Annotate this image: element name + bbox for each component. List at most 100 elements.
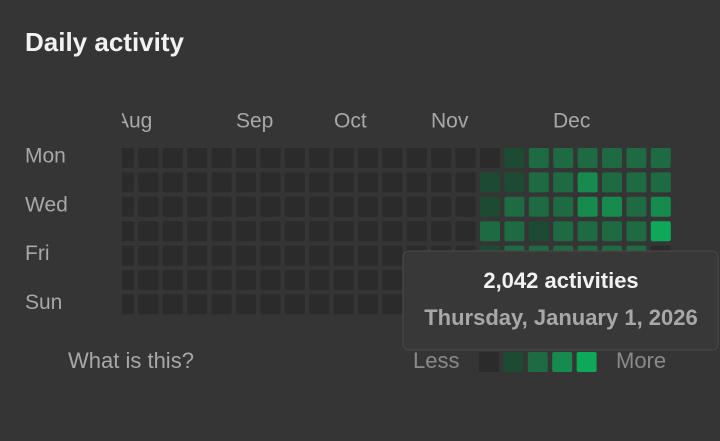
day-cell [309,172,330,193]
day-cell [528,221,549,242]
day-cell [284,196,305,217]
day-cell [528,196,549,217]
day-cell [260,270,281,290]
day-cell [284,270,305,290]
legend-scale [479,352,597,372]
day-cell [455,221,476,242]
day-cell [382,294,403,315]
day-cell [333,172,354,193]
day-cell [333,245,354,266]
day-cell [480,196,500,217]
day-cell [553,196,574,217]
day-cell [358,270,378,290]
day-cell [260,294,281,315]
day-cell [309,294,330,315]
day-cell [382,245,403,266]
weekday-label: Sun [25,291,62,314]
day-cell [650,196,671,217]
day-cell [382,172,403,193]
day-cell [577,148,598,168]
day-cell [309,270,330,290]
day-cell [382,196,403,217]
day-cell [187,172,208,193]
day-cell [626,148,647,168]
day-cell [162,148,183,168]
day-cell [138,148,159,168]
day-cell [284,245,305,266]
day-cell [162,294,183,315]
day-cell [260,221,281,242]
day-cell [187,294,208,315]
tooltip-box [402,250,719,351]
day-cell [333,221,354,242]
day-cell [138,221,159,242]
day-cell [162,270,183,290]
day-cell [309,148,330,168]
tooltip: 2,042 activities Thursday, January 1, 20… [402,250,719,351]
day-cell [333,148,354,168]
day-cell [455,172,476,193]
day-cell [284,172,305,193]
day-cell [528,172,549,193]
day-cell [138,245,159,266]
legend-more: More [616,348,666,373]
day-cell [602,172,622,193]
day-cell [211,294,232,315]
day-cell [122,245,134,266]
day-cell [236,294,256,315]
day-cell [162,172,183,193]
day-cell [480,221,500,242]
legend-less: Less [413,348,459,373]
day-cell [358,294,378,315]
day-cell [602,221,622,242]
legend-swatch [527,352,548,372]
day-cell [358,196,378,217]
day-cell [187,221,208,242]
day-cell [577,172,598,193]
day-cell [162,221,183,242]
day-cell [211,221,232,242]
legend-swatch [503,352,524,372]
day-cell [358,148,378,168]
day-cell [528,148,549,168]
day-cell [187,148,208,168]
day-cell [650,221,671,242]
day-cell [333,196,354,217]
day-cell [309,196,330,217]
day-cell [236,221,256,242]
day-cell [406,196,427,217]
day-cell [626,196,647,217]
day-cell [211,245,232,266]
day-cell [504,221,525,242]
day-cell [211,148,232,168]
day-cell [187,245,208,266]
day-cell [211,270,232,290]
day-cell [236,270,256,290]
legend-swatch [479,352,499,372]
day-cell [284,148,305,168]
day-cell [122,196,134,217]
day-cell [138,196,159,217]
help-link[interactable]: What is this? [68,348,194,373]
day-cell [284,294,305,315]
day-cell [122,172,134,193]
day-cell [187,196,208,217]
day-cell [553,148,574,168]
day-cell [236,172,256,193]
month-label: Aug [115,110,152,133]
day-cell [626,172,647,193]
day-cell [236,245,256,266]
day-cell [122,294,134,315]
day-cell [626,221,647,242]
day-cell [455,148,476,168]
day-cell [138,270,159,290]
month-label: Nov [431,110,469,133]
day-cell [260,196,281,217]
day-cell [309,221,330,242]
day-cell [455,196,476,217]
day-cell [122,270,134,290]
day-cell [358,172,378,193]
day-cell [431,221,452,242]
day-cell [309,245,330,266]
